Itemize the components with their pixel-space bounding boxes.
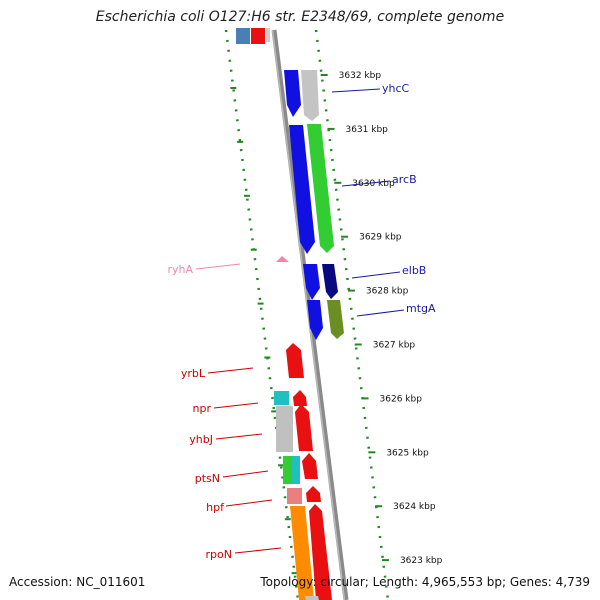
gene-label-yrbL: yrbL (181, 367, 206, 380)
genome-backbone-highlight (271, 29, 346, 600)
gene-block-top-blue (236, 28, 250, 44)
gene-label-rpoN: rpoN (206, 548, 232, 561)
kbp-tick-label: 3630 kbp (352, 179, 395, 189)
leader-ryhA (195, 263, 241, 270)
gene-yhcC-arrow (301, 70, 319, 121)
gene-label-arcB: arcB (392, 173, 417, 186)
rna-ryhA-marker (276, 256, 289, 262)
gene-label-ptsN: ptsN (195, 472, 220, 485)
gene-elbB-arrow (322, 264, 338, 299)
kbp-tick-label: 3624 kbp (393, 502, 436, 512)
kbp-tick-label: 3627 kbp (373, 341, 416, 351)
gene-arcB-arrow (307, 124, 334, 253)
leader-npr (213, 402, 259, 409)
kbp-tick-label: 3623 kbp (400, 556, 443, 566)
gene-red-arrow-a (293, 390, 307, 406)
leader-yrbL (207, 367, 254, 374)
kbp-tick-label: 3628 kbp (366, 287, 409, 297)
gene-blue-arrow-1 (284, 70, 301, 117)
gene-red-arrow-d (306, 486, 321, 502)
gene-label-yhbJ: yhbJ (189, 433, 213, 446)
leader-yhbJ (215, 433, 263, 440)
gene-red-arrow-e (309, 504, 332, 600)
gene-ptsN-block-cyan (292, 456, 300, 484)
gene-label-ryhA: ryhA (167, 263, 193, 276)
leader-arcB (341, 180, 391, 187)
gene-yhbJ-block (276, 406, 293, 452)
gene-label-yhcC: yhcC (382, 82, 410, 95)
kbp-tick-label: 3632 kbp (339, 71, 382, 81)
genome-summary-text: Topology: circular; Length: 4,965,553 bp… (260, 575, 590, 589)
gene-ptsN-block-green (283, 456, 292, 484)
gene-blue-arrow-4 (307, 300, 323, 340)
gene-label-mtgA: mtgA (406, 302, 436, 315)
leader-yhcC (331, 88, 381, 93)
gene-rpoN-block (290, 506, 314, 600)
gene-label-npr: npr (193, 402, 212, 415)
gene-gray-bottom (305, 596, 319, 600)
leader-mtgA (356, 309, 405, 317)
kbp-ticks: 3632 kbp 3631 kbp 3630 kbp 3629 kbp 3628 kbp… (230, 71, 443, 575)
gene-label-elbB: elbB (402, 264, 426, 277)
leader-elbB (351, 271, 401, 279)
kbp-tick-label: 3629 kbp (359, 233, 402, 243)
accession-text: Accession: NC_011601 (9, 575, 146, 589)
gene-block-top-gray (266, 28, 270, 42)
gene-blue-arrow-3 (303, 264, 320, 300)
leader-hpf (225, 499, 273, 507)
kbp-tick-label: 3625 kbp (386, 448, 429, 458)
gene-mtgA-arrow (327, 300, 344, 339)
gene-yrbL-arrow (286, 343, 304, 378)
leader-ptsN (222, 470, 269, 478)
gene-red-arrow-c (302, 453, 318, 479)
kbp-tick-label: 3631 kbp (345, 125, 388, 135)
kbp-tick-label: 3626 kbp (380, 394, 423, 404)
page-title: Escherichia coli O127:H6 str. E2348/69, … (95, 9, 505, 25)
gene-label-hpf: hpf (206, 501, 225, 514)
gene-block-top-red (251, 28, 265, 44)
gene-red-arrow-b (295, 404, 313, 451)
gene-blue-arrow-2 (289, 125, 315, 254)
outer-dotted-track (314, 29, 390, 600)
gene-hpf-block (287, 488, 302, 504)
gene-npr-block (274, 391, 289, 405)
leader-rpoN (234, 547, 282, 554)
